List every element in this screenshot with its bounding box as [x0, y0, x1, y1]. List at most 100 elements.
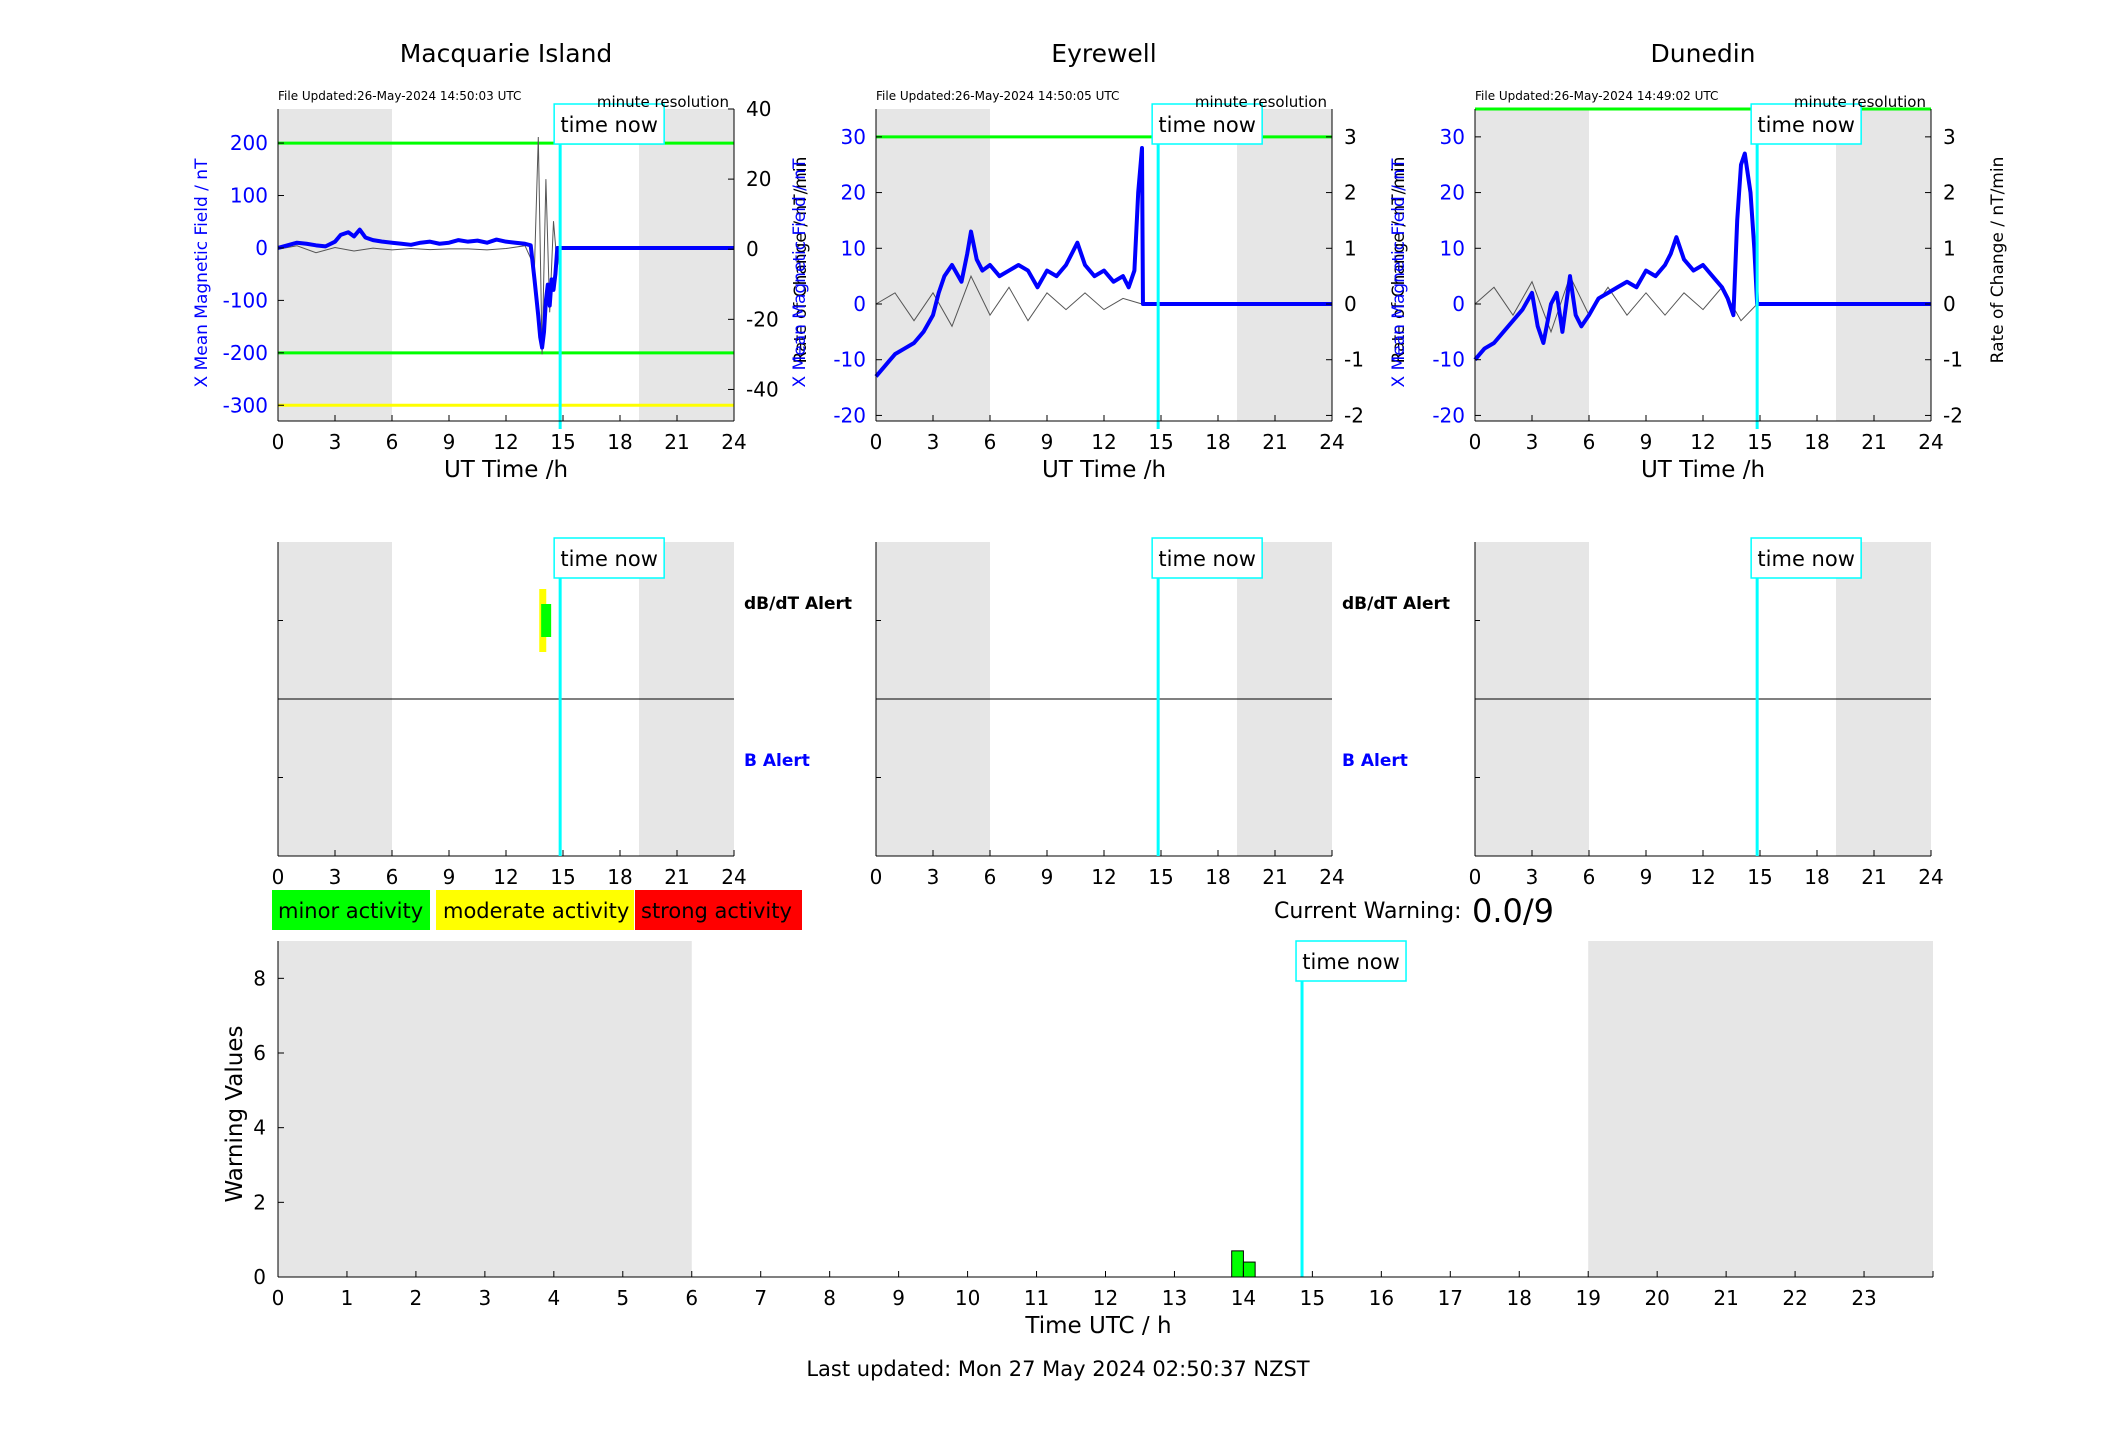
- station-plots: Macquarie Island time now File Updated:26-…: [192, 39, 2008, 483]
- x-tick-label: 6: [685, 1286, 698, 1310]
- x-tick-label: 0: [1469, 430, 1482, 454]
- y-left-axis-label: X Mean Magnetic Field / nT: [192, 158, 212, 388]
- mean-field-line: [1473, 151, 1931, 362]
- y-tick-label: 2: [253, 1190, 266, 1214]
- rate-of-change-line: [277, 137, 561, 355]
- b-alert-label: B Alert: [744, 751, 810, 771]
- x-axis-label: Time UTC / h: [1024, 1313, 1171, 1339]
- x-tick-label: 18: [1205, 865, 1230, 889]
- y-right-tick-label: 40: [746, 97, 771, 121]
- station-panel-2: Dunedin time now File Updated:26-May-2024 …: [1389, 39, 2008, 483]
- x-tick-label: 18: [607, 430, 632, 454]
- time-now-label: time now: [1302, 950, 1399, 974]
- time-now-box: [553, 537, 665, 579]
- x-tick-label: 11: [1024, 1286, 1049, 1310]
- time-now-box: [1151, 103, 1263, 145]
- time-now-label: time now: [1757, 547, 1854, 571]
- y-left-tick-label: 200: [230, 131, 268, 155]
- y-right-tick-label: -1: [1943, 348, 1963, 372]
- station-title: Eyrewell: [1051, 39, 1156, 68]
- x-tick-label: 15: [1300, 1286, 1325, 1310]
- x-tick-label: 0: [272, 430, 285, 454]
- x-tick-label: 6: [984, 865, 997, 889]
- y-right-tick-label: 2: [1943, 181, 1956, 205]
- y-left-tick-label: -10: [1432, 348, 1465, 372]
- y-right-tick-label: -1: [1344, 348, 1364, 372]
- x-tick-label: 1: [341, 1286, 354, 1310]
- night-shade: [278, 109, 392, 421]
- time-now-label: time now: [560, 547, 657, 571]
- x-tick-label: 22: [1782, 1286, 1807, 1310]
- y-right-tick-label: 0: [746, 237, 759, 261]
- x-tick-label: 9: [1041, 865, 1054, 889]
- x-axis-label: UT Time /h: [1042, 457, 1166, 483]
- y-left-tick-label: 30: [1440, 125, 1465, 149]
- x-tick-label: 0: [870, 430, 883, 454]
- y-left-tick-label: -20: [1432, 403, 1465, 427]
- x-tick-label: 6: [984, 430, 997, 454]
- x-tick-label: 12: [1091, 430, 1116, 454]
- y-left-tick-label: 10: [841, 236, 866, 260]
- y-left-axis-label: X Mean Magnetic Field / nT: [790, 158, 810, 388]
- y-right-tick-label: -2: [1344, 403, 1364, 427]
- x-tick-label: 12: [1690, 430, 1715, 454]
- x-tick-label: 5: [616, 1286, 629, 1310]
- resolution-label: minute resolution: [1195, 93, 1327, 111]
- y-left-tick-label: 10: [1440, 236, 1465, 260]
- mean-field-line: [277, 227, 734, 350]
- x-tick-label: 24: [721, 430, 746, 454]
- y-right-tick-label: -2: [1943, 403, 1963, 427]
- x-tick-label: 3: [329, 865, 342, 889]
- x-tick-label: 6: [1583, 865, 1596, 889]
- x-tick-label: 18: [607, 865, 632, 889]
- x-tick-label: 21: [1861, 865, 1886, 889]
- night-shade: [876, 109, 990, 421]
- legend-strong-swatch: [635, 890, 802, 930]
- x-tick-label: 13: [1162, 1286, 1187, 1310]
- warning-bar: [1242, 1261, 1256, 1278]
- x-tick-label: 0: [870, 865, 883, 889]
- x-tick-label: 15: [1148, 865, 1173, 889]
- x-tick-label: 19: [1575, 1286, 1600, 1310]
- x-tick-label: 15: [550, 865, 575, 889]
- current-warning-value: 0.0/9: [1472, 892, 1554, 930]
- x-tick-label: 6: [386, 865, 399, 889]
- x-tick-label: 24: [1918, 430, 1943, 454]
- night-shade: [1588, 941, 1933, 1277]
- time-now-box: [1295, 940, 1407, 982]
- legend-moderate-swatch: [436, 890, 634, 930]
- x-tick-label: 21: [664, 865, 689, 889]
- legend-moderate-label: moderate activity: [443, 899, 629, 923]
- x-tick-label: 12: [493, 430, 518, 454]
- y-tick-label: 0: [253, 1265, 266, 1289]
- y-left-tick-label: -300: [223, 393, 268, 417]
- y-left-tick-label: 0: [1452, 292, 1465, 316]
- y-left-tick-label: 20: [1440, 181, 1465, 205]
- x-tick-label: 9: [443, 865, 456, 889]
- x-tick-label: 7: [754, 1286, 767, 1310]
- x-tick-label: 3: [329, 430, 342, 454]
- x-axis-label: UT Time /h: [1641, 457, 1765, 483]
- x-tick-label: 21: [1262, 865, 1287, 889]
- time-now-box: [1750, 103, 1862, 145]
- time-now-box: [1750, 537, 1862, 579]
- y-right-tick-label: 2: [1344, 181, 1357, 205]
- night-shade: [1237, 109, 1332, 421]
- file-updated: File Updated:26-May-2024 14:49:02 UTC: [1475, 89, 1718, 103]
- legend-strong-label: strong activity: [641, 899, 792, 923]
- x-tick-label: 9: [1640, 430, 1653, 454]
- time-now-label: time now: [1158, 547, 1255, 571]
- alert-panel-2: time now 0 3 6 9 12 15 18 21 24: [1469, 537, 1944, 889]
- y-right-tick-label: 3: [1943, 125, 1956, 149]
- resolution-label: minute resolution: [597, 93, 729, 111]
- b-alert-label: B Alert: [1342, 751, 1408, 771]
- y-right-tick-label: 0: [1943, 292, 1956, 316]
- y-right-tick-label: -20: [746, 307, 779, 331]
- x-tick-label: 24: [721, 865, 746, 889]
- time-now-box: [1151, 537, 1263, 579]
- y-right-tick-label: 1: [1344, 236, 1357, 260]
- x-tick-label: 3: [927, 865, 940, 889]
- time-now-label: time now: [1757, 113, 1854, 137]
- y-left-tick-label: 0: [853, 292, 866, 316]
- y-right-axis-label: Rate of Change / nT/min: [1988, 157, 2008, 364]
